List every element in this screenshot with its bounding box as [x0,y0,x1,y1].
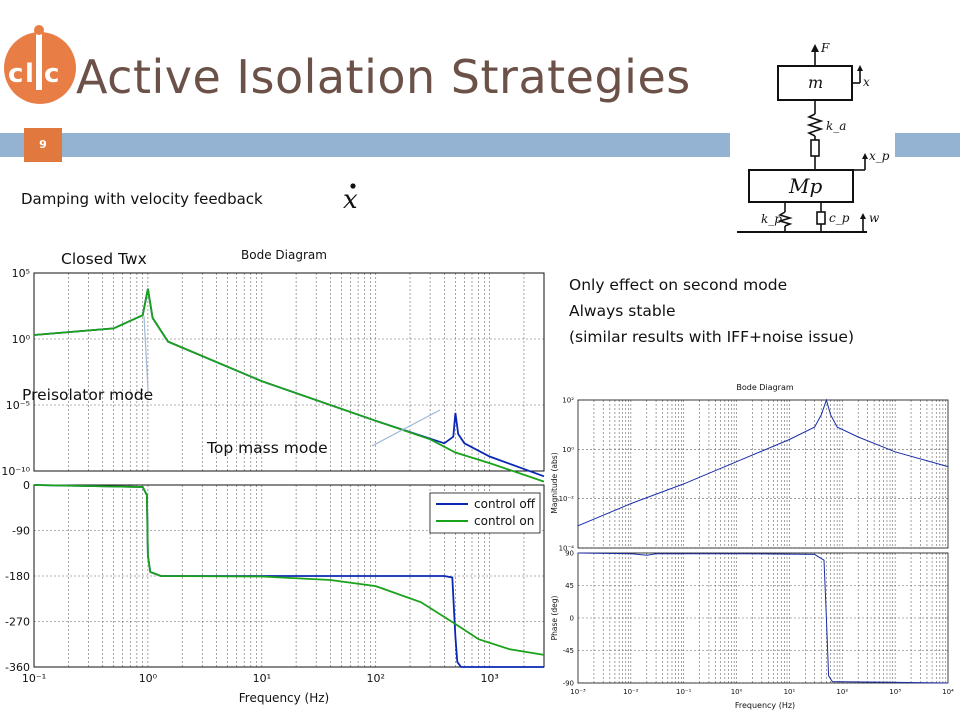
svg-text:c: c [44,59,59,89]
x-tick-label: 10⁴ [942,688,954,696]
base-mass-label: Mp [788,174,822,198]
x-tick-label: 10² [367,672,385,685]
svg-text:c: c [8,59,23,89]
y-tick-label: 0 [23,479,30,492]
y-tick-label: 10⁰ [562,446,574,454]
y-tick-label: 10⁵ [12,267,30,280]
chart-title: Bode Diagram [241,248,327,262]
note-line: (similar results with IFF+noise issue) [569,328,855,346]
x-tick-label: 10² [836,688,848,696]
x-axis-label: Frequency (Hz) [735,701,795,710]
y-tick-label: -45 [563,647,574,655]
spring-p-label: k_p [761,212,782,226]
bode-plot-left: Bode Diagram 10⁵ 10⁰ 10⁻⁵ 10⁻¹⁰ 0 -90 -180 -27… [1,248,545,705]
page-number-badge: 9 [24,128,62,162]
note-line: Always stable [569,302,676,320]
damper-p-label: c_p [829,211,850,225]
clic-logo: c l c [4,10,76,104]
y-tick-label: 10⁻¹⁰ [1,465,30,478]
force-label: F [820,41,830,55]
note-line: Only effect on second mode [569,276,788,294]
y-tick-label: -270 [5,615,30,628]
y-tick-label: -360 [5,661,30,674]
y-tick-label: 10⁰ [12,333,31,346]
legend-entry: control on [474,514,534,528]
header-bar-end [895,133,960,157]
x-tick-label: 10³ [480,672,498,685]
x-tick-label: 10¹ [784,688,796,696]
x-tick-label: 10⁻³ [570,688,586,696]
base-disp-label: x_p [869,149,890,163]
x-tick-label: 10⁻² [623,688,639,696]
spring-a-label: k_a [826,119,846,133]
ground-disp-label: w [869,211,880,225]
magnitude-series-line [577,398,949,527]
x-tick-label: 10¹ [253,672,271,685]
y-tick-label: 10⁻⁴ [559,544,575,552]
y-tick-label: 0 [570,614,574,622]
legend: control off control on [429,492,541,534]
x-axis-label: Frequency (Hz) [239,691,330,705]
x-tick-label: 10⁰ [731,688,743,696]
closed-twx-label: Closed Twx [61,250,147,268]
topmass-pointer [371,409,441,447]
y-tick-label: 10⁻⁵ [6,399,30,412]
chart-title: Bode Diagram [736,383,793,392]
x-dot-formula: x [343,183,358,215]
y-tick-label: 45 [565,582,574,590]
y-axis-label: Phase (deg) [550,596,559,641]
preisolator-pointer [143,315,149,391]
x-tick-label: 10⁻¹ [22,672,46,685]
y-tick-label: -90 [12,524,30,537]
x-tick-label: 10⁰ [139,672,158,685]
y-tick-label: 90 [565,549,574,557]
slide-title: Active Isolation Strategies [76,50,691,104]
y-tick-label: 10⁻² [559,495,575,503]
y-tick-label: -90 [563,679,574,687]
bode-plot-right: Bode Diagram Magnitude (abs) Phase (deg)… [550,383,954,710]
x-tick-label: 10³ [889,688,901,696]
x-tick-label: 10⁻¹ [676,688,692,696]
svg-text:l: l [25,59,34,89]
header-bar-left [0,133,24,157]
phase-series-line [577,552,949,684]
phase-series-line [33,484,545,656]
y-axis-label: Magnitude (abs) [550,452,559,513]
y-tick-label: -180 [5,570,30,583]
magnitude-series-line [33,288,545,483]
header-bar [62,133,730,157]
y-tick-label: 10² [562,396,574,404]
isolation-mechanics-diagram: F m x k_a Mp x_p k_p c_p w [737,41,890,233]
subtitle-text: Damping with velocity feedback [21,190,263,208]
legend-entry: control off [474,497,536,511]
top-disp-label: x [863,75,870,89]
topmass-label: Top mass mode [207,439,328,457]
notes-block: Only effect on second mode Always stable… [569,272,854,350]
top-mass-label: m [808,73,823,92]
preisolator-label: Preisolator mode [22,386,154,404]
svg-text:x: x [343,185,358,215]
